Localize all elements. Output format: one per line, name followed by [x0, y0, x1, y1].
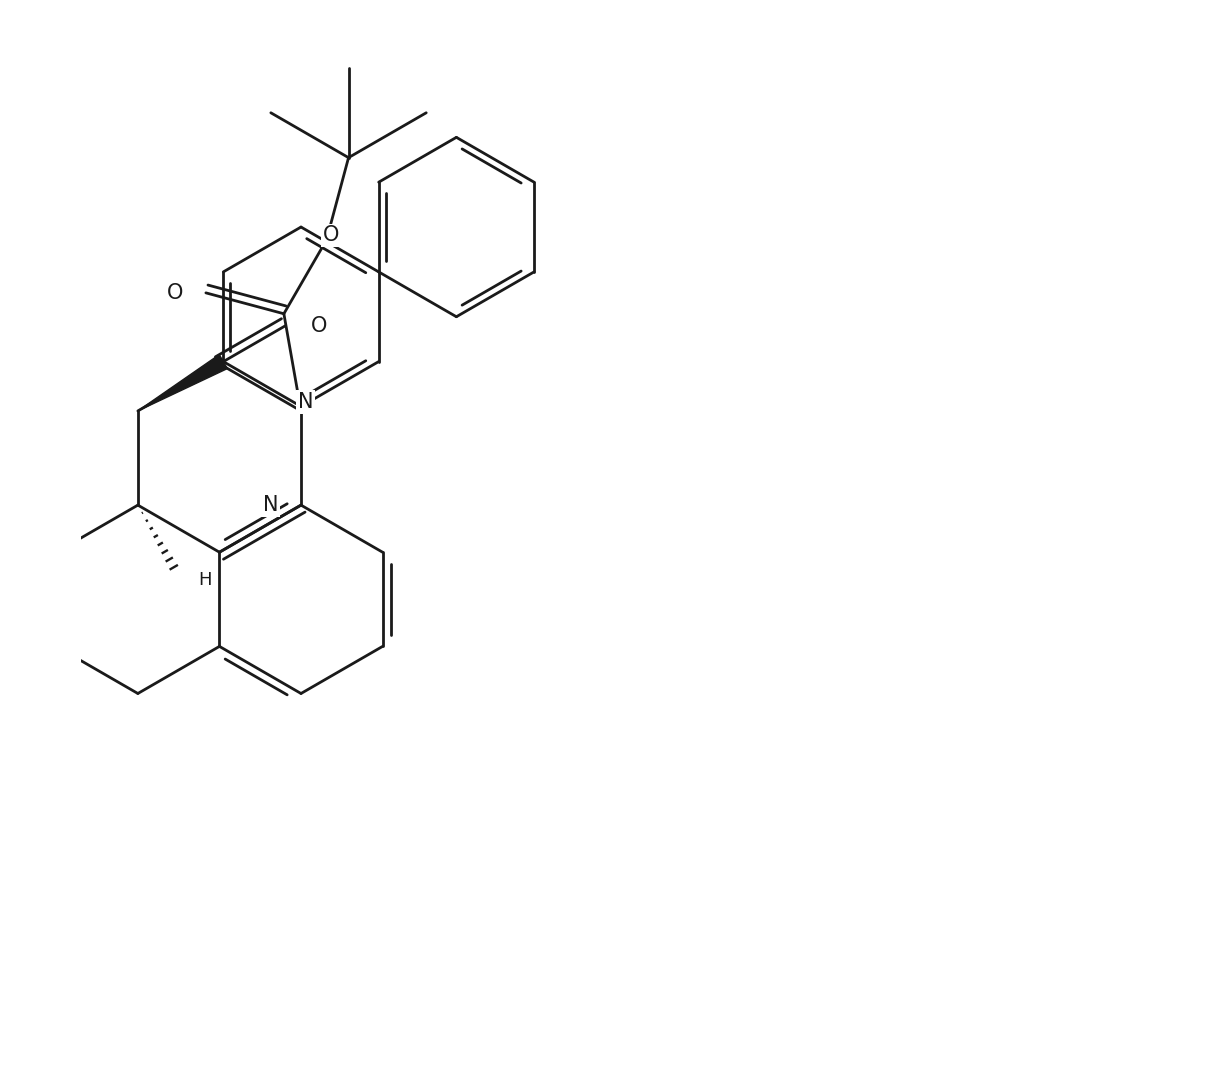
Text: O: O [167, 282, 183, 303]
Text: O: O [322, 225, 339, 246]
Text: O: O [310, 316, 327, 335]
Text: N: N [298, 392, 313, 412]
Text: N: N [263, 496, 279, 515]
Polygon shape [138, 355, 228, 411]
Text: H: H [199, 570, 212, 589]
